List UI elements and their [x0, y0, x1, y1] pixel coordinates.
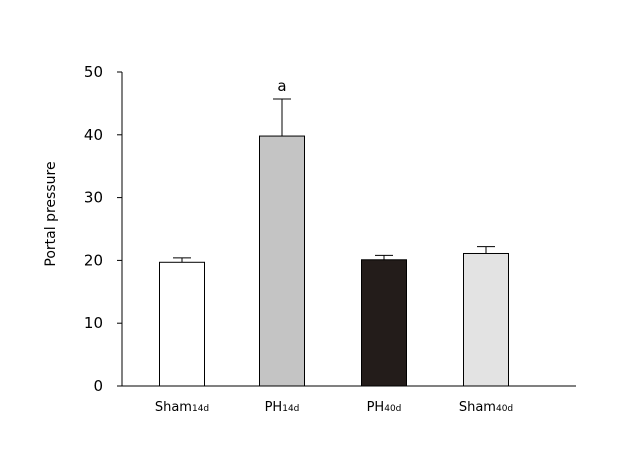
y-tick-label: 40: [84, 126, 103, 144]
y-axis-label: Portal pressure: [43, 161, 59, 266]
x-tick-label: PH14d: [265, 400, 300, 415]
y-tick-label: 0: [93, 377, 103, 395]
y-tick-label: 20: [84, 251, 103, 269]
x-tick-label: Sham14d: [155, 400, 209, 415]
y-tick-label: 30: [84, 189, 103, 207]
bar: [361, 259, 407, 387]
plot-area: 0 10 20 30 40 50 Sham14d PH14d PH40d Sham40d a: [84, 63, 576, 415]
y-tick-label: 10: [84, 314, 103, 332]
significance-annotation: a: [277, 77, 286, 95]
bar: [463, 252, 509, 387]
bar: [259, 135, 305, 387]
y-tick-label: 50: [84, 63, 103, 81]
x-tick-label: PH40d: [367, 400, 402, 415]
x-tick-label: Sham40d: [459, 400, 513, 415]
bar: [159, 261, 205, 387]
